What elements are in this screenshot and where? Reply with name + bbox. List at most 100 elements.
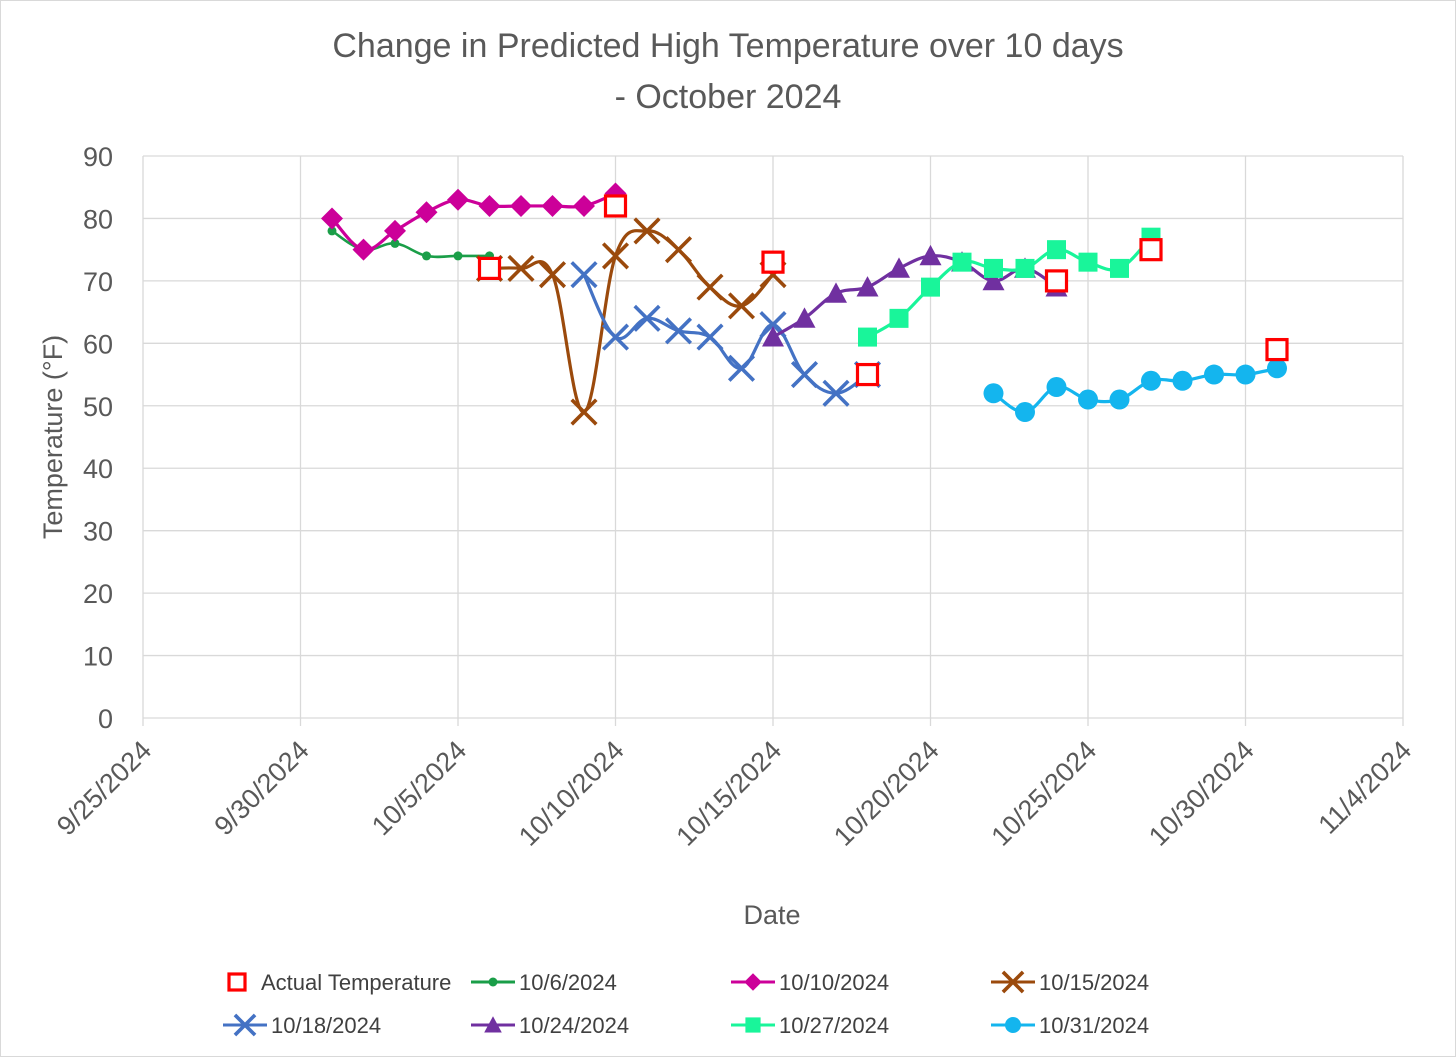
data-point [664, 236, 693, 264]
data-point [1172, 370, 1193, 391]
data-point [478, 194, 501, 217]
series-line [330, 191, 617, 252]
legend-entry: 10/24/2024 [471, 1013, 629, 1038]
data-point [745, 1017, 761, 1033]
y-tick-label: 40 [83, 454, 113, 484]
data-point [570, 398, 598, 426]
y-tick-label: 80 [83, 204, 113, 234]
data-point [664, 317, 693, 345]
y-tick-label: 60 [83, 329, 113, 359]
data-point [761, 250, 785, 274]
y-tick-label: 30 [83, 517, 113, 547]
data-point [1110, 258, 1129, 278]
chart-title-line-2: - October 2024 [615, 78, 842, 116]
plot-series [321, 182, 1289, 426]
series-10-27-2024 [858, 227, 1161, 347]
data-point [422, 251, 431, 261]
x-tick-label: 10/20/2024 [828, 735, 945, 852]
data-point [855, 362, 880, 387]
series-actual-temperature [477, 194, 1289, 387]
data-point [507, 254, 535, 282]
x-tick-label: 10/25/2024 [985, 735, 1102, 852]
series-line [772, 254, 1058, 339]
legend-entry: Actual Temperature [227, 970, 451, 995]
data-point [1141, 370, 1161, 391]
series-line [582, 273, 869, 395]
legend-label: 10/31/2024 [1039, 1013, 1149, 1038]
x-axis-title: Date [743, 900, 800, 930]
data-point [889, 308, 909, 328]
data-point [1109, 389, 1130, 410]
x-tick-label: 10/10/2024 [513, 735, 630, 852]
data-point [601, 323, 630, 351]
x-tick-label: 9/25/2024 [51, 735, 157, 841]
data-point [888, 257, 910, 278]
data-point [921, 277, 940, 297]
x-tick-label: 9/30/2024 [209, 735, 315, 841]
series-10-18-2024 [570, 261, 882, 407]
series-10-15-2024 [475, 217, 787, 426]
legend-entry: 10/6/2024 [471, 970, 617, 995]
data-point [856, 276, 879, 297]
legend-label: 10/6/2024 [519, 970, 617, 995]
legend-entry: 10/31/2024 [991, 1013, 1149, 1038]
data-point [696, 273, 724, 301]
data-point [1267, 358, 1287, 379]
data-point [1046, 377, 1067, 398]
data-point [822, 379, 850, 407]
data-point [1044, 269, 1069, 293]
data-point [488, 977, 498, 987]
data-point [484, 1016, 502, 1033]
data-point [727, 292, 756, 320]
legend: Actual Temperature 10/6/2024 10/10/2024 10/… [223, 970, 1149, 1038]
y-tick-label: 20 [83, 579, 113, 609]
series-line [866, 236, 1153, 339]
y-tick-label: 50 [83, 392, 113, 422]
series-10-31-2024 [983, 358, 1287, 423]
data-point [1078, 389, 1098, 410]
legend-label: 10/27/2024 [779, 1013, 889, 1038]
data-point [762, 326, 784, 347]
data-point [538, 261, 567, 289]
y-tick-label: 10 [83, 642, 113, 672]
data-point [983, 383, 1004, 404]
gridlines [142, 155, 1404, 726]
x-tick-label: 11/4/2024 [1313, 735, 1418, 840]
data-point [1047, 240, 1066, 260]
y-tick-label: 90 [83, 142, 113, 172]
data-point [1015, 258, 1035, 278]
data-point [727, 354, 756, 382]
legend-label: 10/18/2024 [271, 1013, 381, 1038]
data-point [790, 361, 819, 389]
data-point [1001, 970, 1025, 994]
data-point [1139, 238, 1163, 262]
data-point [744, 973, 762, 991]
data-point [793, 307, 816, 328]
data-point [327, 226, 337, 236]
data-point [321, 207, 343, 230]
y-axis-title: Temperature (°F) [38, 335, 68, 539]
data-point [384, 219, 406, 242]
legend-entry: 10/15/2024 [991, 970, 1149, 995]
legend-entry: 10/18/2024 [223, 1013, 381, 1038]
data-point [415, 201, 438, 224]
data-point [919, 244, 942, 266]
data-point [633, 217, 661, 245]
legend-entry: 10/27/2024 [731, 1013, 889, 1038]
legend-entry: 10/10/2024 [731, 970, 889, 995]
data-point [541, 194, 564, 217]
data-point [696, 323, 724, 351]
x-tick-label: 10/30/2024 [1143, 735, 1260, 852]
data-point [952, 252, 972, 272]
data-point [825, 282, 847, 303]
legend-label: 10/24/2024 [519, 1013, 629, 1038]
legend-label: 10/10/2024 [779, 970, 889, 995]
y-tick-label: 70 [83, 267, 113, 297]
data-point [984, 258, 1003, 278]
data-point [603, 194, 628, 218]
chart-title-line-1: Change in Predicted High Temperature ove… [332, 27, 1123, 65]
x-tick-label: 10/5/2024 [366, 735, 472, 841]
data-point [352, 238, 375, 261]
